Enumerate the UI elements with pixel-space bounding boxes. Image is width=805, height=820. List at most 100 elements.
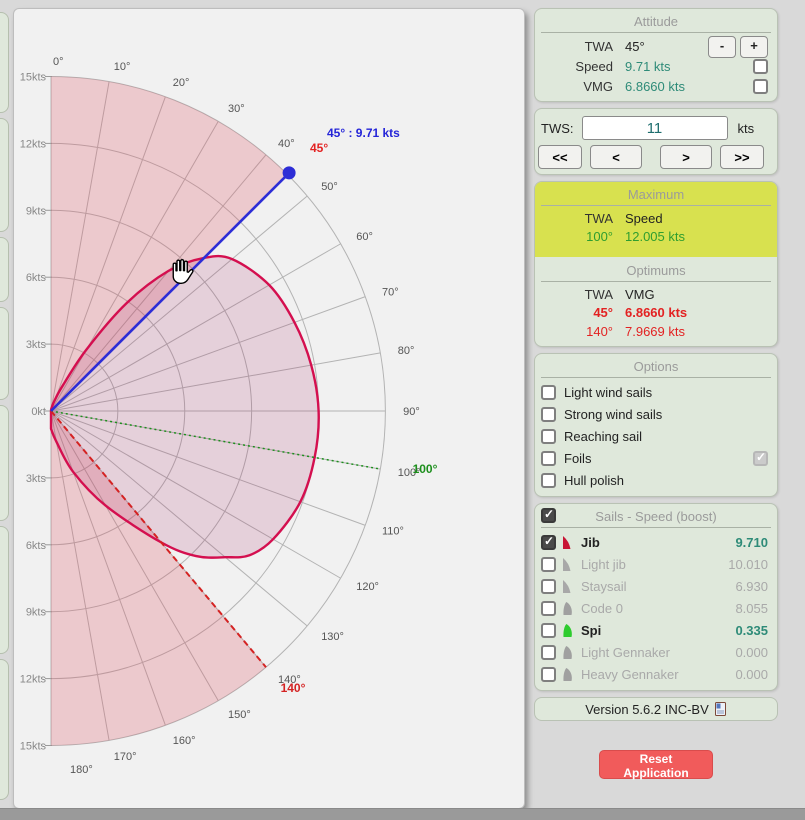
selected-twa-handle[interactable]	[282, 166, 296, 180]
speed-value: 9.71 kts	[625, 58, 671, 74]
polar-grid-radial	[50, 410, 308, 627]
sail-checkbox[interactable]	[541, 644, 556, 660]
speed-axis-label: 12kts	[20, 138, 47, 150]
attitude-panel: Attitude TWA 45° - + Speed 9.71 kts VMG …	[534, 8, 778, 102]
polar-chart[interactable]: 15kts 12kts 9kts 6kts 3kts 0kt 3kts 6kts 9kts 12k…	[14, 9, 524, 808]
vmg-label: VMG	[583, 78, 613, 94]
twa-minus-button[interactable]: -	[708, 36, 736, 58]
option-label: Light wind sails	[564, 384, 653, 400]
angle-axis-label: 120°	[356, 581, 379, 593]
sail-checkbox[interactable]	[541, 534, 556, 550]
sail-checkbox[interactable]	[541, 666, 556, 682]
tws-fast-decrement-button[interactable]: <<	[538, 145, 582, 169]
polar-grid-radial	[50, 296, 366, 412]
sail-name: Staysail	[581, 578, 627, 594]
sail-icon	[563, 645, 572, 659]
left-edge-panel	[0, 526, 9, 654]
sails-master-checkbox[interactable]	[541, 507, 556, 523]
left-edge-panel	[0, 12, 9, 113]
optimum-downwind-twa: 140°	[586, 324, 613, 339]
speed-axis-label: 15kts	[20, 741, 47, 753]
sail-name: Light jib	[581, 556, 626, 572]
option-status-check-icon	[753, 450, 768, 466]
option-checkbox[interactable]	[541, 406, 556, 422]
sail-name: Heavy Gennaker	[581, 666, 679, 682]
angle-axis-label: 40°	[278, 138, 295, 150]
tws-decrement-button[interactable]: <	[590, 145, 642, 169]
angle-axis-label: 50°	[321, 181, 338, 193]
reset-application-button[interactable]: Reset Application	[599, 750, 713, 780]
sail-speed-value: 0.000	[735, 666, 768, 682]
maximum-col2-header: Speed	[625, 210, 663, 226]
option-checkbox[interactable]	[541, 428, 556, 444]
angle-axis-label: 70°	[382, 286, 399, 298]
optimum-upwind-twa: 45°	[593, 305, 613, 320]
tws-unit: kts	[737, 120, 755, 136]
no-go-zone	[51, 76, 288, 411]
speed-axis-label: 6kts	[26, 272, 47, 284]
twa-value: 45°	[625, 38, 645, 54]
speed-axis-label: 6kts	[26, 540, 47, 552]
sail-checkbox[interactable]	[541, 622, 556, 638]
options-title: Options	[633, 359, 679, 374]
no-go-zone	[51, 411, 267, 746]
polar-grid-radial	[50, 195, 308, 412]
angle-axis-label: 160°	[173, 735, 196, 747]
option-row: Strong wind sails	[535, 403, 777, 425]
window-bottom-edge	[0, 808, 805, 820]
speed-axis-label: 15kts	[20, 72, 47, 84]
angle-axis-label: 80°	[398, 345, 415, 357]
optimums-col1-header: TWA	[584, 286, 613, 302]
tws-fast-increment-button[interactable]: >>	[720, 145, 764, 169]
speed-checkbox[interactable]	[753, 58, 768, 74]
option-checkbox[interactable]	[541, 472, 556, 488]
angle-axis-label: 60°	[356, 231, 373, 243]
angle-axis-label: 150°	[228, 709, 251, 721]
sail-speed-value: 10.010	[728, 556, 768, 572]
sail-checkbox[interactable]	[541, 578, 556, 594]
angle-axis-label: 110°	[382, 526, 404, 538]
optimums-col2-header: VMG	[625, 286, 655, 302]
selected-twa-line[interactable]	[50, 171, 291, 412]
divider	[541, 377, 771, 378]
vmg-checkbox[interactable]	[753, 78, 768, 94]
tws-input[interactable]	[581, 116, 728, 140]
divider	[541, 527, 771, 528]
speed-label: Speed	[575, 58, 613, 74]
sails-title: Sails - Speed (boost)	[595, 509, 717, 524]
angle-axis-label: 100°	[398, 467, 421, 479]
angle-axis-label: 170°	[114, 751, 137, 763]
sail-checkbox[interactable]	[541, 556, 556, 572]
option-label: Strong wind sails	[564, 406, 663, 422]
maximum-title: Maximum	[627, 187, 685, 202]
optimum-upwind-vmg: 6.8660 kts	[625, 305, 688, 320]
angle-axis-label: 10°	[114, 61, 131, 73]
divider	[541, 205, 771, 206]
polar-grid-radial	[50, 81, 110, 412]
speed-axis-label: 12kts	[20, 674, 47, 686]
optimum-downwind-vmg: 7.9669 kts	[625, 324, 685, 339]
option-checkbox[interactable]	[541, 384, 556, 400]
maximum-twa-value: 100°	[586, 228, 613, 244]
version-panel: Version 5.6.2 INC-BV	[534, 697, 778, 721]
option-checkbox[interactable]	[541, 450, 556, 466]
sail-row: Light jib 10.010	[535, 553, 777, 575]
sail-row: Heavy Gennaker 0.000	[535, 663, 777, 685]
notes-icon[interactable]	[714, 702, 727, 716]
tws-increment-button[interactable]: >	[660, 145, 712, 169]
option-label: Reaching sail	[564, 428, 643, 444]
sail-speed-value: 0.335	[735, 622, 768, 638]
sail-icon	[563, 579, 571, 593]
speed-axis-label: 9kts	[26, 607, 47, 619]
option-row: Foils	[535, 447, 777, 469]
divider	[541, 32, 771, 33]
polar-grid-radial	[50, 410, 341, 579]
sail-speed-value: 9.710	[735, 534, 768, 550]
option-row: Hull polish	[535, 469, 777, 491]
twa-plus-button[interactable]: +	[740, 36, 768, 58]
twa-row: TWA 45° - +	[535, 36, 777, 58]
sail-checkbox[interactable]	[541, 600, 556, 616]
sail-name: Light Gennaker	[581, 644, 670, 660]
option-label: Hull polish	[564, 472, 624, 488]
version-text: Version 5.6.2 INC-BV	[585, 701, 709, 717]
